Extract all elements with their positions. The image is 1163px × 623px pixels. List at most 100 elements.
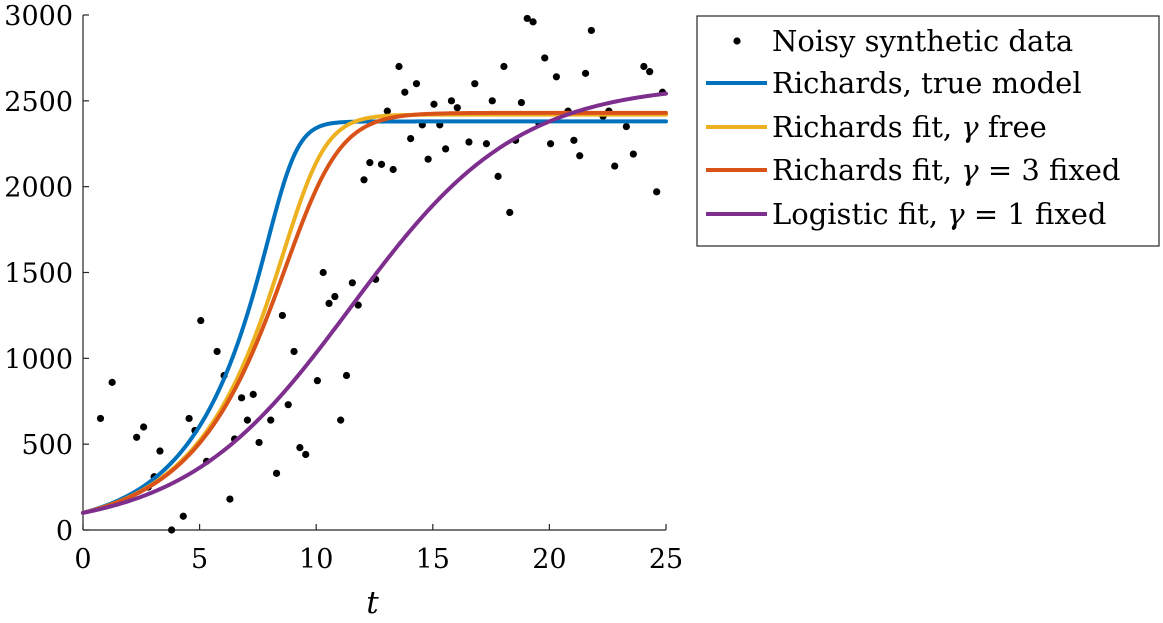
curve-series <box>81 91 668 515</box>
data-point <box>243 416 252 424</box>
data-point <box>412 80 421 88</box>
data-point <box>529 18 537 26</box>
legend-marker-dot <box>733 37 741 45</box>
data-point <box>185 414 193 423</box>
data-point <box>401 88 409 96</box>
legend-label: Richards, true model <box>772 66 1082 100</box>
data-point <box>337 416 345 424</box>
data-point <box>267 416 275 424</box>
data-point <box>465 138 473 146</box>
legend-box <box>696 15 1160 247</box>
x-tick-label: 15 <box>416 544 450 575</box>
data-point <box>646 68 654 76</box>
data-point <box>611 162 619 170</box>
data-point <box>546 140 555 148</box>
data-point <box>581 69 590 77</box>
data-point <box>278 311 286 320</box>
data-point <box>640 62 648 71</box>
data-point <box>430 100 438 108</box>
data-point <box>482 140 491 148</box>
data-point <box>383 107 391 115</box>
legend-label: Logistic fit, γ = 1 fixed <box>772 197 1106 231</box>
data-point <box>407 135 415 143</box>
data-point <box>255 438 263 447</box>
data-point <box>506 208 514 217</box>
data-point <box>576 152 584 160</box>
y-tick-label: 2000 <box>4 173 73 204</box>
legend-label-part: = 3 fixed <box>979 153 1121 187</box>
data-point <box>629 150 637 158</box>
y-tick-label: 0 <box>56 516 73 547</box>
data-point <box>442 145 450 153</box>
data-point <box>197 316 205 325</box>
data-point <box>313 377 321 385</box>
curve-4 <box>81 91 668 515</box>
legend-label-part: Richards fit, <box>772 110 961 144</box>
data-point <box>424 155 432 163</box>
data-point <box>319 268 327 277</box>
data-point <box>168 526 176 534</box>
data-point <box>494 172 502 180</box>
data-point <box>389 165 397 174</box>
legend-label-part: Richards fit, <box>772 153 961 187</box>
data-point <box>108 378 116 386</box>
legend-label-part: γ <box>947 197 965 231</box>
scatter-series <box>96 14 667 534</box>
data-point <box>377 160 386 168</box>
legend: Noisy synthetic data Richards, true model… <box>696 15 1160 247</box>
data-point <box>570 136 578 144</box>
data-point <box>213 347 221 356</box>
data-point <box>453 104 461 112</box>
x-tick-label: 10 <box>299 544 333 575</box>
legend-label-part: free <box>979 110 1047 144</box>
y-tick-label: 3000 <box>4 1 73 32</box>
axes: 0 5 10 15 20 25 0 500 1000 1500 2000 2500 3000 t <box>4 1 683 621</box>
curve-3 <box>81 110 668 515</box>
x-tick-label: 25 <box>649 544 683 575</box>
data-point <box>541 54 549 62</box>
data-point <box>517 98 526 107</box>
legend-label-part: γ <box>961 110 979 144</box>
data-point <box>348 279 356 287</box>
legend-label-part: γ <box>961 153 979 187</box>
data-point <box>523 14 531 23</box>
data-point <box>290 347 298 356</box>
data-point <box>342 371 351 380</box>
data-point <box>133 433 141 441</box>
data-point <box>395 62 403 71</box>
legend-label-part: = 1 fixed <box>965 197 1107 231</box>
data-point <box>96 414 105 423</box>
data-point <box>226 495 234 503</box>
data-point <box>237 394 246 402</box>
data-point <box>156 447 164 455</box>
y-tick-label: 1500 <box>4 259 73 290</box>
y-tick-label: 2500 <box>4 87 73 118</box>
data-point <box>552 73 560 81</box>
x-tick-label: 5 <box>191 544 208 575</box>
data-point <box>140 423 148 431</box>
data-point <box>302 450 310 459</box>
x-tick-label: 0 <box>74 544 91 575</box>
legend-label-part: Logistic fit, <box>772 197 947 231</box>
legend-label: Richards fit, γ = 3 fixed <box>772 153 1120 187</box>
x-tick-label: 20 <box>532 544 566 575</box>
curve-2 <box>81 112 668 515</box>
legend-label-part: Richards, true model <box>772 66 1082 100</box>
data-point <box>249 390 257 398</box>
data-point <box>296 444 304 452</box>
data-point <box>471 80 479 88</box>
data-point <box>331 292 339 301</box>
data-point <box>488 97 496 105</box>
y-tick-label: 1000 <box>4 344 73 375</box>
data-point <box>653 188 661 196</box>
data-point <box>354 301 362 309</box>
legend-label: Noisy synthetic data <box>772 24 1073 58</box>
data-point <box>366 159 374 167</box>
data-point <box>179 512 187 520</box>
data-point <box>622 122 630 131</box>
y-tick-label: 500 <box>21 430 73 461</box>
data-point <box>447 97 456 105</box>
x-axis-label: t <box>366 585 379 621</box>
curve-1 <box>81 119 668 515</box>
